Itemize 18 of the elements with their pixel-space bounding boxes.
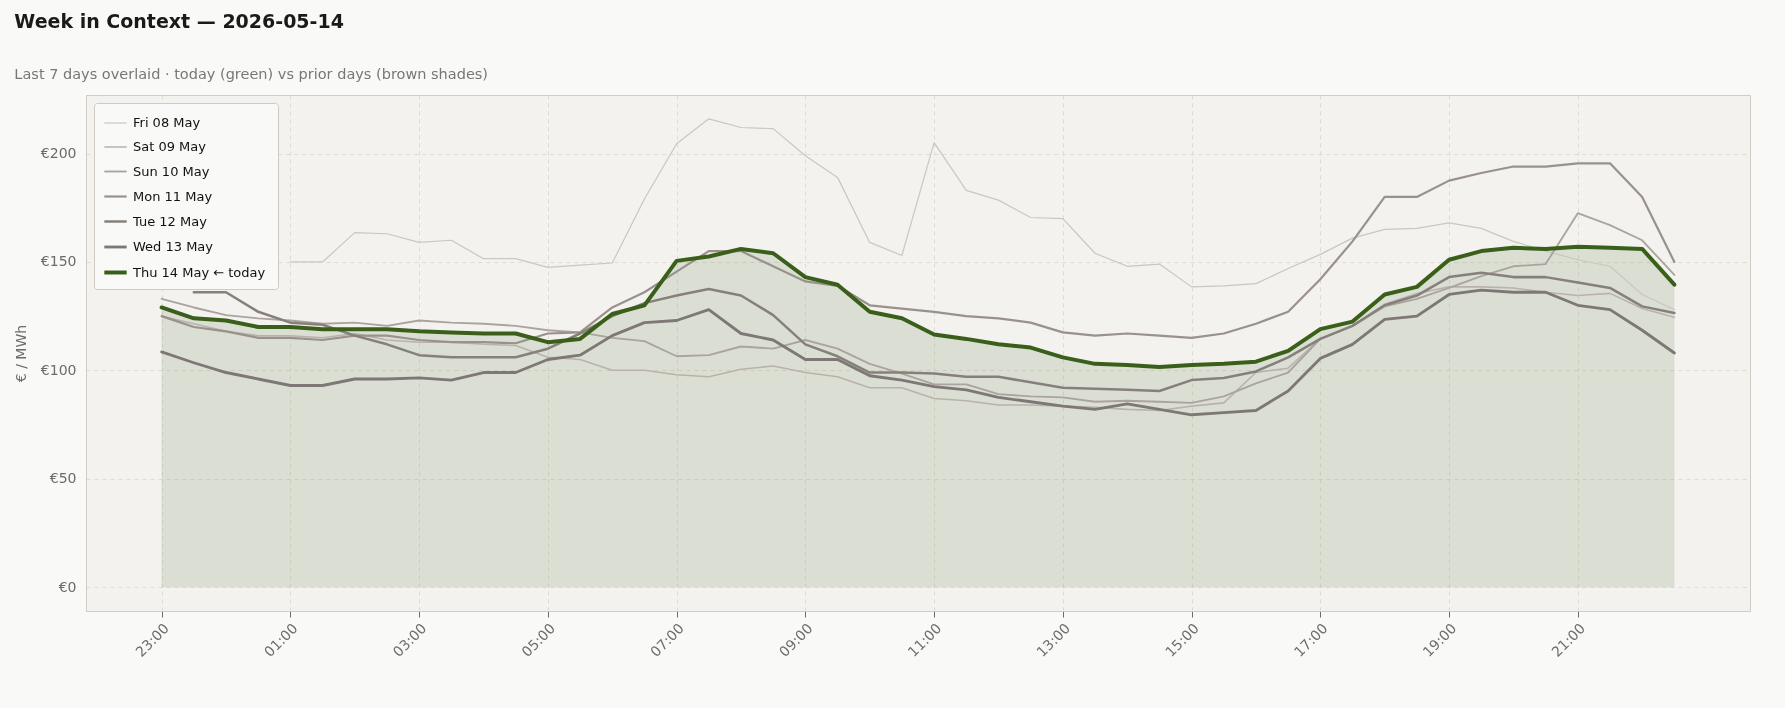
line-series <box>160 212 1676 404</box>
legend-label: Sat 09 May <box>133 139 207 154</box>
legend-label: Mon 11 May <box>133 188 213 204</box>
y-tick-label: €200 <box>40 145 77 162</box>
y-tick-label: €50 <box>49 470 77 487</box>
y-tick-label: €0 <box>58 578 77 595</box>
legend-label: Wed 13 May <box>133 239 214 254</box>
legend-label: Sun 10 May <box>133 163 210 179</box>
y-axis-title: € / MWh <box>12 324 29 383</box>
legend-label: Thu 14 May ← today <box>132 264 266 280</box>
y-tick-label: €150 <box>40 253 77 270</box>
legend-label: Tue 12 May <box>132 213 208 229</box>
line-series <box>289 118 1675 311</box>
y-tick-label: €100 <box>40 361 77 378</box>
chart-subtitle: Last 7 days overlaid · today (green) vs prior days (brown shades) <box>14 65 489 82</box>
line-series <box>160 162 1676 345</box>
legend-label: Fri 08 May <box>133 115 201 130</box>
chart-title: Week in Context — 2026-05-14 <box>14 9 344 32</box>
